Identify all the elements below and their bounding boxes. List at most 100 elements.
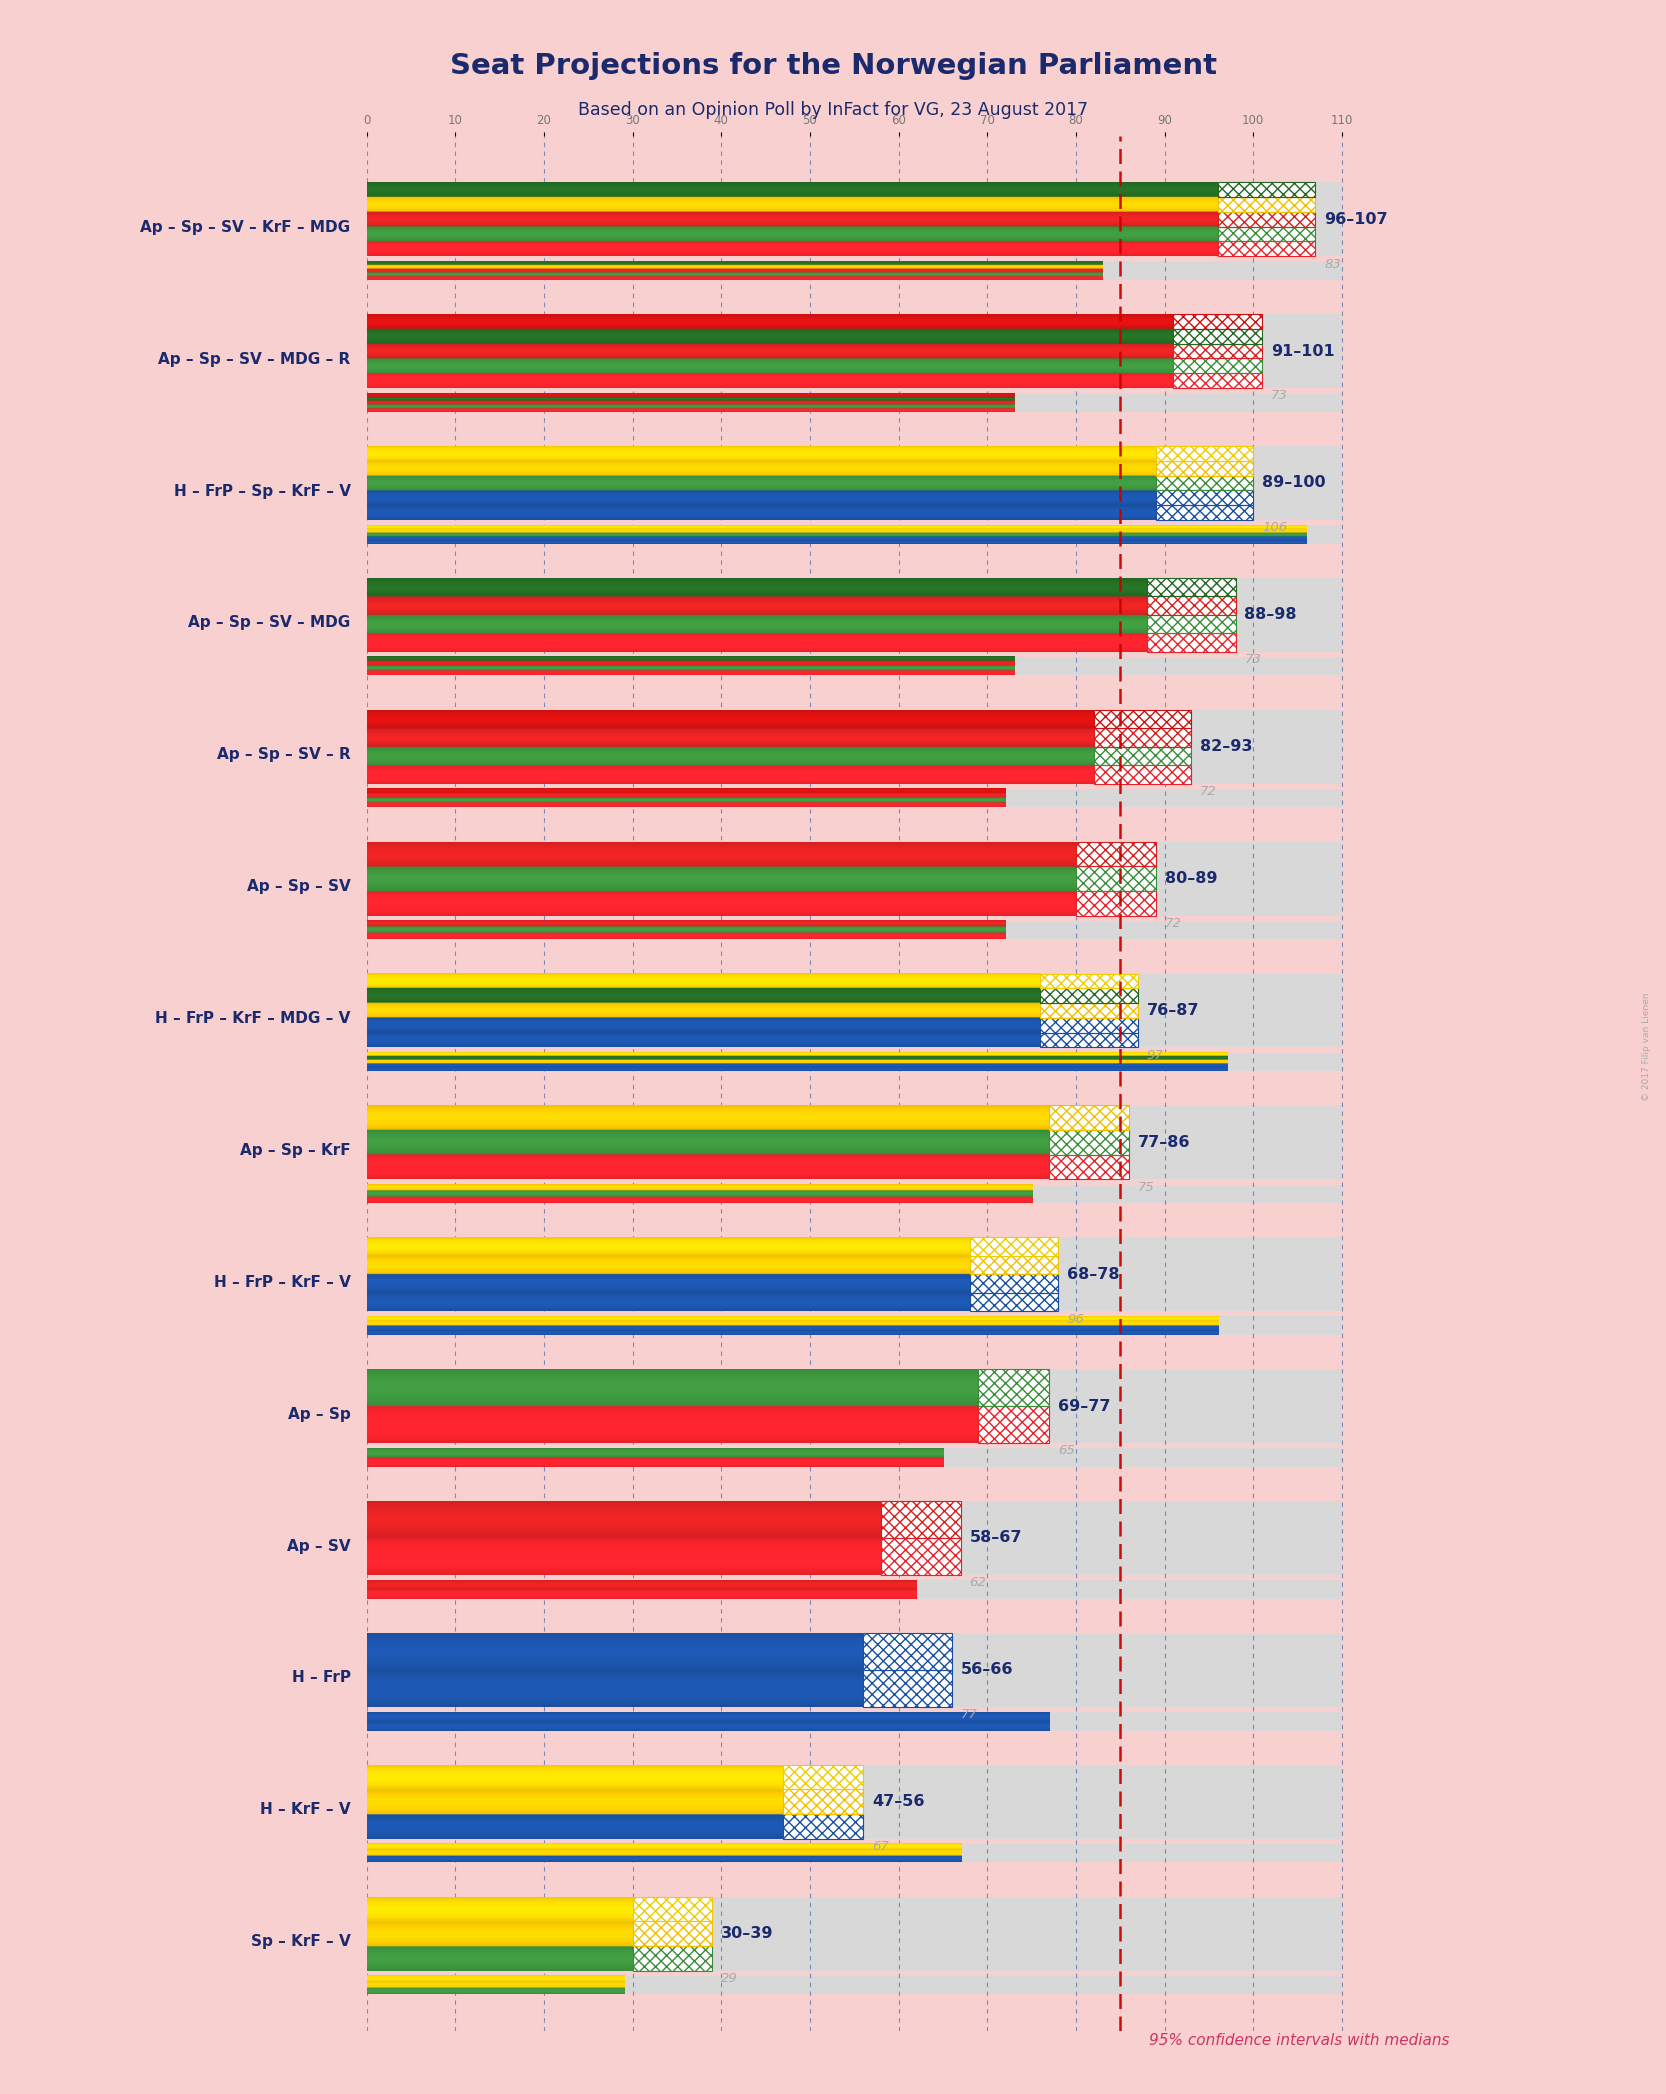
Bar [1218, 226, 1316, 241]
Bar [1093, 729, 1191, 748]
Bar [970, 1275, 1058, 1292]
Bar [1173, 343, 1263, 358]
Bar [1041, 974, 1138, 988]
Bar [783, 1813, 863, 1839]
Bar [978, 1369, 1050, 1405]
Bar [1093, 710, 1191, 729]
Bar [881, 1501, 961, 1537]
Bar [633, 1897, 713, 1922]
Text: 67: 67 [871, 1841, 888, 1853]
Text: 106: 106 [1263, 521, 1288, 534]
Bar [783, 1765, 863, 1790]
Bar [1041, 988, 1138, 1003]
Text: 75: 75 [1138, 1181, 1155, 1194]
Text: 77: 77 [961, 1709, 978, 1721]
Text: 96: 96 [1066, 1313, 1085, 1326]
Bar [1146, 578, 1236, 597]
Bar [1041, 1032, 1138, 1047]
Bar [881, 1537, 961, 1575]
Text: 77–86: 77–86 [1138, 1135, 1191, 1150]
Bar [1173, 373, 1263, 387]
Bar [881, 1537, 961, 1575]
Bar [783, 1790, 863, 1813]
Bar [1041, 988, 1138, 1003]
Bar [1076, 867, 1156, 890]
Bar [367, 921, 1341, 940]
Bar [1146, 616, 1236, 632]
Text: 65: 65 [1058, 1445, 1075, 1457]
Text: 97: 97 [1146, 1049, 1163, 1062]
Bar [1218, 197, 1316, 211]
Text: 73: 73 [1245, 653, 1261, 666]
Bar [367, 842, 1341, 915]
Bar [367, 262, 1341, 281]
Bar [1218, 182, 1316, 197]
Bar [633, 1897, 713, 1922]
Bar [367, 974, 1341, 1047]
Text: 30–39: 30–39 [721, 1926, 773, 1941]
Bar [367, 789, 1341, 808]
Bar [1076, 842, 1156, 867]
Bar [367, 1053, 1341, 1072]
Bar [1041, 1003, 1138, 1018]
Bar [367, 710, 1341, 783]
Bar [1146, 616, 1236, 632]
Bar [881, 1501, 961, 1537]
Bar [367, 1581, 1341, 1598]
Bar [978, 1405, 1050, 1443]
Text: 68–78: 68–78 [1066, 1267, 1120, 1282]
Bar [863, 1669, 951, 1707]
Bar [1076, 842, 1156, 867]
Text: 88–98: 88–98 [1245, 607, 1296, 622]
Bar [1076, 890, 1156, 915]
Bar [978, 1405, 1050, 1443]
Text: 83: 83 [1324, 258, 1341, 270]
Text: 96–107: 96–107 [1324, 211, 1388, 226]
Text: 73: 73 [1271, 389, 1288, 402]
Bar [1156, 461, 1253, 475]
Bar [1173, 329, 1263, 343]
Bar [970, 1256, 1058, 1275]
Bar [1146, 632, 1236, 651]
Bar [1050, 1154, 1130, 1179]
Bar [1218, 197, 1316, 211]
Bar [367, 578, 1341, 651]
Bar [783, 1765, 863, 1790]
Text: 72: 72 [1200, 785, 1216, 798]
Bar [1076, 890, 1156, 915]
Bar [1093, 729, 1191, 748]
Text: 72: 72 [1165, 917, 1181, 930]
Bar [367, 1369, 1341, 1443]
Bar [970, 1292, 1058, 1311]
Bar [1156, 505, 1253, 519]
Bar [1146, 578, 1236, 597]
Bar [1093, 764, 1191, 783]
Bar [1173, 373, 1263, 387]
Bar [1218, 226, 1316, 241]
Text: 91–101: 91–101 [1271, 343, 1334, 358]
Bar [1218, 211, 1316, 226]
Bar [1050, 1131, 1130, 1154]
Bar [1173, 314, 1263, 329]
Bar [863, 1669, 951, 1707]
Bar [1041, 974, 1138, 988]
Bar [633, 1922, 713, 1945]
Bar [1050, 1106, 1130, 1131]
Bar [1156, 490, 1253, 505]
Bar [367, 1897, 1341, 1970]
Bar [1156, 475, 1253, 490]
Bar [970, 1292, 1058, 1311]
Bar [1050, 1154, 1130, 1179]
Bar [1173, 329, 1263, 343]
Bar [1146, 597, 1236, 616]
Bar [367, 1765, 1341, 1839]
Bar [1173, 358, 1263, 373]
Text: 29: 29 [721, 1973, 738, 1985]
Text: 95% confidence intervals with medians: 95% confidence intervals with medians [1150, 2033, 1449, 2048]
Bar [1218, 241, 1316, 255]
Bar [1093, 748, 1191, 764]
Bar [367, 446, 1341, 519]
Bar [367, 1238, 1341, 1311]
Text: Seat Projections for the Norwegian Parliament: Seat Projections for the Norwegian Parli… [450, 52, 1216, 80]
Bar [367, 1501, 1341, 1575]
